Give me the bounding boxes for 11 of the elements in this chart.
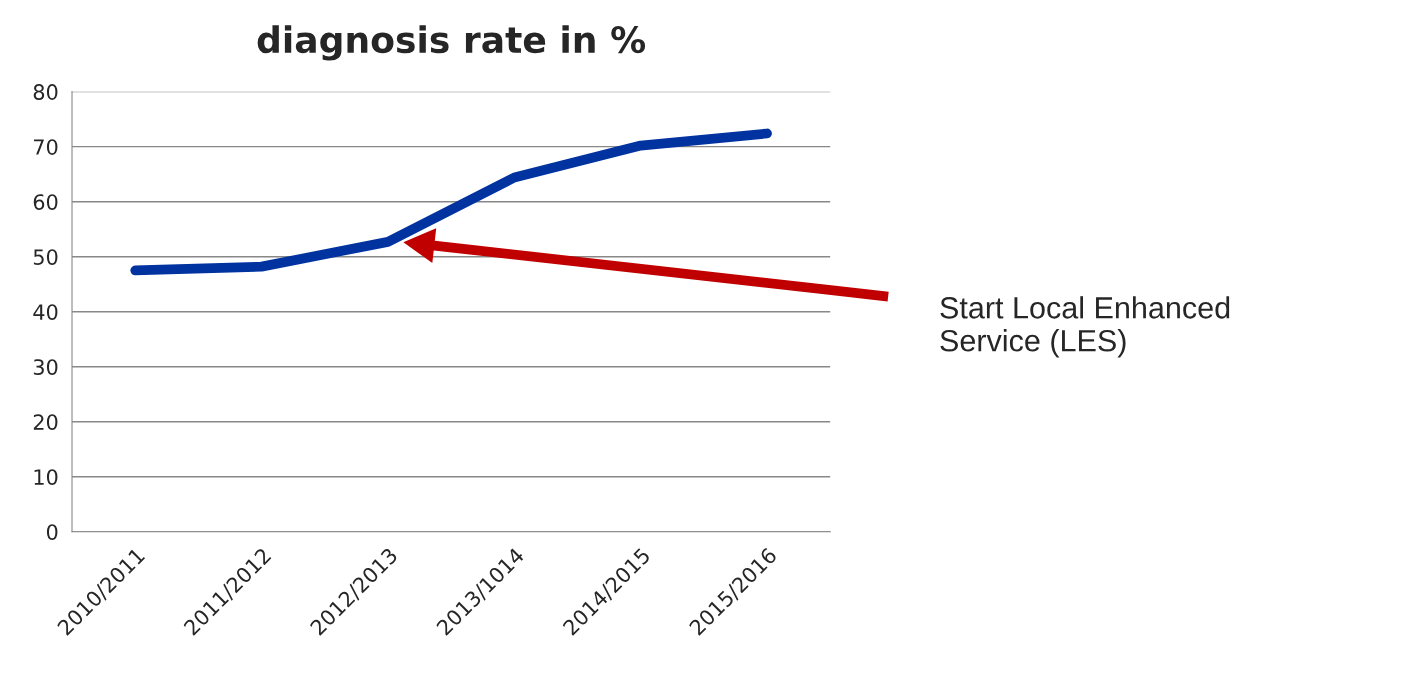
chart-title: diagnosis rate in %	[257, 25, 646, 61]
y-tick-label: 20	[33, 414, 58, 430]
text: Start Local Enhanced Service (LES)	[940, 296, 1230, 358]
y-tick-label: 0	[46, 524, 58, 540]
y-tick-label: 10	[34, 469, 58, 485]
y-tick-label: 60	[33, 194, 58, 210]
y-tick-label: 50	[33, 249, 58, 265]
y-tick-label: 30	[33, 359, 58, 375]
y-tick-label: 40	[33, 304, 58, 320]
y-tick-label: 80	[33, 84, 58, 100]
y-tick-label: 70	[34, 139, 58, 155]
